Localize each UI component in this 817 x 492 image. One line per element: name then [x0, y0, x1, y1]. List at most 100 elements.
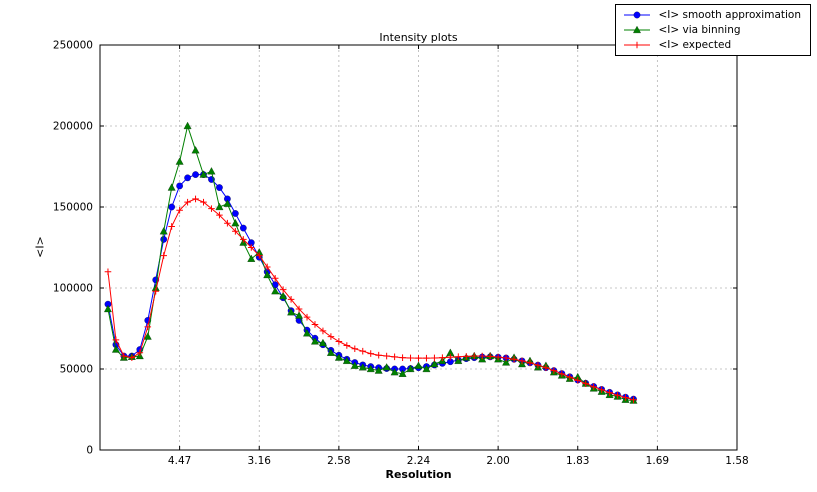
data-point-triangle: [318, 338, 327, 347]
data-point-plus: [550, 367, 558, 374]
data-point-circle: [160, 236, 168, 243]
data-point-plus: [630, 396, 637, 404]
legend-circle-marker-icon: [624, 11, 651, 19]
data-point-triangle: [350, 361, 359, 369]
y-tick-label: 150000: [53, 202, 93, 214]
data-point-plus: [311, 321, 319, 328]
data-point-triangle: [111, 345, 120, 353]
legend: <I> smooth approximation <I> via binning…: [615, 4, 811, 56]
data-point-plus: [216, 211, 223, 219]
data-point-plus: [439, 354, 446, 361]
data-point-plus: [622, 394, 629, 401]
data-point-plus: [431, 354, 438, 362]
data-point-triangle: [633, 25, 642, 34]
legend-item: <I> via binning: [622, 23, 801, 37]
x-tick-label: 3.16: [248, 455, 272, 467]
data-point-plus: [502, 354, 510, 362]
data-point-triangle: [342, 356, 351, 364]
data-point-plus: [399, 354, 406, 361]
data-point-plus: [606, 389, 613, 396]
data-point-triangle: [199, 170, 208, 178]
data-point-plus: [542, 364, 550, 372]
y-tick-label: 250000: [53, 40, 93, 52]
data-point-triangle: [287, 308, 296, 316]
data-point-plus: [375, 351, 382, 359]
data-point-plus: [510, 355, 518, 363]
legend-item: <I> smooth approximation: [622, 8, 801, 22]
data-point-plus: [152, 287, 160, 295]
data-point-plus: [192, 195, 199, 203]
legend-label: <I> expected: [658, 39, 732, 51]
x-tick-label: 1.69: [646, 455, 669, 467]
data-point-circle: [239, 224, 247, 232]
data-point-plus: [590, 383, 597, 391]
data-point-plus: [176, 206, 183, 214]
data-point-triangle: [334, 353, 343, 361]
legend-triangle-marker-icon: [624, 25, 651, 34]
data-point-triangle: [390, 368, 399, 376]
data-point-plus: [104, 268, 112, 276]
data-point-plus: [208, 205, 215, 212]
data-point-plus: [247, 244, 255, 251]
data-point-circle: [184, 174, 191, 182]
legend-item: <I> expected: [622, 38, 801, 52]
data-point-plus: [287, 296, 295, 303]
data-point-circle: [168, 203, 176, 211]
y-tick-label: 100000: [53, 283, 93, 295]
data-point-plus: [343, 342, 351, 349]
data-point-plus: [558, 370, 566, 378]
data-point-plus: [168, 223, 175, 230]
y-tick-label: 0: [86, 445, 93, 457]
data-point-triangle: [382, 363, 391, 371]
data-point-plus: [184, 198, 191, 206]
data-point-plus: [319, 327, 327, 335]
y-tick-label: 50000: [60, 364, 93, 376]
data-point-circle: [176, 182, 183, 190]
data-point-triangle: [398, 369, 407, 377]
data-point-plus: [271, 274, 279, 282]
data-point-triangle: [207, 167, 216, 175]
data-point-plus: [255, 252, 263, 259]
data-point-plus: [518, 357, 526, 365]
data-point-triangle: [191, 146, 200, 154]
data-point-triangle: [159, 227, 168, 235]
data-point-plus: [136, 349, 144, 357]
data-point-triangle: [279, 291, 288, 300]
data-point-plus: [224, 219, 231, 227]
legend-label: <I> smooth approximation: [658, 9, 801, 21]
data-point-plus: [423, 354, 430, 362]
data-point-circle: [216, 184, 223, 191]
data-point-plus: [232, 228, 239, 235]
data-point-triangle: [366, 364, 375, 373]
data-point-triangle: [215, 202, 224, 211]
data-point-triangle: [502, 358, 511, 366]
data-point-circle: [192, 171, 199, 178]
data-point-plus: [447, 353, 454, 361]
y-tick-label: 200000: [53, 121, 93, 133]
data-point-triangle: [422, 364, 431, 373]
data-point-triangle: [430, 359, 439, 368]
data-point-plus: [359, 347, 367, 355]
data-point-plus: [160, 252, 167, 259]
data-point-plus: [335, 338, 343, 345]
data-point-plus: [351, 345, 359, 353]
data-point-triangle: [183, 121, 192, 130]
data-point-plus: [295, 305, 303, 313]
data-point-triangle: [295, 311, 304, 319]
data-point-triangle: [231, 218, 240, 227]
x-tick-label: 1.83: [566, 455, 589, 467]
data-point-triangle: [143, 332, 152, 340]
data-point-triangle: [175, 157, 184, 165]
data-point-plus: [526, 359, 534, 367]
data-point-triangle: [263, 270, 272, 279]
data-point-plus: [120, 352, 128, 360]
data-point-plus: [598, 386, 605, 394]
data-point-circle: [634, 11, 641, 19]
data-point-plus: [303, 313, 311, 321]
data-point-plus: [486, 353, 494, 360]
data-point-plus: [478, 352, 486, 360]
data-point-triangle: [414, 361, 423, 369]
x-axis-label: Resolution: [385, 468, 452, 481]
data-point-plus: [367, 350, 375, 357]
